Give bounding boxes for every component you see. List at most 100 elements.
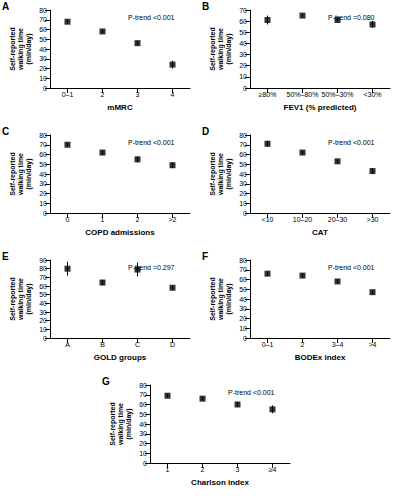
- svg-text:(min/day): (min/day): [225, 283, 233, 314]
- svg-text:walking time: walking time: [17, 278, 25, 321]
- svg-text:FEV1 (% predicted): FEV1 (% predicted): [284, 103, 357, 112]
- svg-text:60: 60: [239, 151, 247, 158]
- svg-text:2: 2: [136, 216, 140, 223]
- svg-text:70: 70: [39, 141, 47, 148]
- svg-text:A: A: [65, 341, 70, 348]
- svg-text:1: 1: [166, 466, 170, 473]
- svg-text:0–1: 0–1: [62, 91, 74, 98]
- svg-text:0: 0: [243, 335, 247, 342]
- svg-text:≥80%: ≥80%: [259, 91, 277, 98]
- svg-text:(min/day): (min/day): [25, 33, 33, 64]
- svg-text:0: 0: [43, 85, 47, 92]
- svg-text:60: 60: [239, 18, 247, 25]
- svg-text:40: 40: [239, 171, 247, 178]
- svg-text:60: 60: [39, 151, 47, 158]
- svg-text:20: 20: [239, 315, 247, 322]
- svg-text:P-trend <0.001: P-trend <0.001: [328, 264, 375, 271]
- svg-text:70: 70: [39, 274, 47, 281]
- svg-text:30: 30: [239, 51, 247, 58]
- svg-text:30: 30: [239, 305, 247, 312]
- svg-text:80: 80: [139, 382, 147, 389]
- svg-text:C: C: [135, 341, 140, 348]
- svg-text:P-trend <0.001: P-trend <0.001: [228, 389, 275, 396]
- svg-text:CAT: CAT: [312, 228, 328, 237]
- svg-text:3–4: 3–4: [332, 341, 344, 348]
- svg-text:BODEx index: BODEx index: [295, 353, 346, 362]
- svg-text:80: 80: [39, 132, 47, 139]
- svg-text:Self-reported: Self-reported: [9, 27, 17, 71]
- svg-text:GOLD groups: GOLD groups: [94, 353, 147, 362]
- svg-text:(min/day): (min/day): [225, 33, 233, 64]
- svg-text:COPD admissions: COPD admissions: [85, 228, 155, 237]
- svg-text:30: 30: [139, 430, 147, 437]
- svg-text:2: 2: [201, 466, 205, 473]
- svg-text:(min/day): (min/day): [225, 158, 233, 189]
- svg-text:F: F: [202, 251, 208, 262]
- svg-text:10: 10: [139, 450, 147, 457]
- svg-text:80: 80: [239, 132, 247, 139]
- svg-text:10–20: 10–20: [293, 216, 313, 223]
- svg-text:70: 70: [39, 16, 47, 23]
- svg-text:40: 40: [239, 40, 247, 47]
- svg-text:walking time: walking time: [117, 403, 125, 446]
- svg-text:40: 40: [239, 296, 247, 303]
- svg-text:Charlson index: Charlson index: [191, 478, 249, 487]
- svg-text:D: D: [170, 341, 175, 348]
- svg-text:70: 70: [239, 266, 247, 273]
- svg-text:1: 1: [101, 216, 105, 223]
- svg-text:10: 10: [239, 325, 247, 332]
- svg-text:60: 60: [39, 26, 47, 33]
- svg-text:10: 10: [39, 326, 47, 333]
- svg-text:0–1: 0–1: [262, 341, 274, 348]
- svg-text:E: E: [2, 251, 9, 262]
- svg-text:10: 10: [39, 200, 47, 207]
- svg-text:50: 50: [239, 161, 247, 168]
- svg-text:0: 0: [243, 85, 247, 92]
- svg-text:30: 30: [39, 309, 47, 316]
- svg-text:20: 20: [139, 440, 147, 447]
- svg-text:50: 50: [39, 36, 47, 43]
- svg-text:Self-reported: Self-reported: [109, 402, 117, 446]
- svg-text:walking time: walking time: [217, 153, 225, 196]
- svg-text:Self-reported: Self-reported: [209, 152, 217, 196]
- svg-text:walking time: walking time: [17, 153, 25, 196]
- svg-text:0: 0: [43, 210, 47, 217]
- svg-text:walking time: walking time: [217, 278, 225, 321]
- svg-text:<10: <10: [262, 216, 274, 223]
- svg-text:P-trend <0.001: P-trend <0.001: [328, 139, 375, 146]
- svg-text:B: B: [100, 341, 105, 348]
- svg-text:10: 10: [39, 75, 47, 82]
- svg-text:20: 20: [239, 190, 247, 197]
- svg-text:50: 50: [239, 286, 247, 293]
- svg-text:2: 2: [301, 341, 305, 348]
- svg-text:walking time: walking time: [17, 28, 25, 71]
- svg-text:50%–80%: 50%–80%: [287, 91, 319, 98]
- svg-text:60: 60: [39, 283, 47, 290]
- svg-text:50: 50: [39, 291, 47, 298]
- svg-text:60: 60: [139, 401, 147, 408]
- svg-text:20–30: 20–30: [328, 216, 348, 223]
- svg-text:50%–30%: 50%–30%: [322, 91, 354, 98]
- svg-text:80: 80: [39, 265, 47, 272]
- svg-text:≥4: ≥4: [269, 466, 277, 473]
- svg-text:10: 10: [239, 73, 247, 80]
- svg-text:D: D: [202, 126, 209, 137]
- svg-text:50: 50: [239, 29, 247, 36]
- svg-text:20: 20: [239, 62, 247, 69]
- svg-text:80: 80: [39, 7, 47, 14]
- svg-text:30: 30: [39, 180, 47, 187]
- svg-text:40: 40: [139, 421, 147, 428]
- svg-text:40: 40: [39, 46, 47, 53]
- svg-text:30: 30: [239, 180, 247, 187]
- svg-text:>4: >4: [369, 341, 377, 348]
- svg-text:40: 40: [39, 171, 47, 178]
- svg-text:0: 0: [143, 460, 147, 467]
- svg-text:C: C: [2, 126, 9, 137]
- svg-text:(min/day): (min/day): [25, 283, 33, 314]
- svg-text:20: 20: [39, 190, 47, 197]
- svg-text:Self-reported: Self-reported: [9, 277, 17, 321]
- svg-text:0: 0: [43, 335, 47, 342]
- svg-text:(min/day): (min/day): [125, 408, 133, 439]
- svg-text:0: 0: [66, 216, 70, 223]
- svg-text:4: 4: [171, 91, 175, 98]
